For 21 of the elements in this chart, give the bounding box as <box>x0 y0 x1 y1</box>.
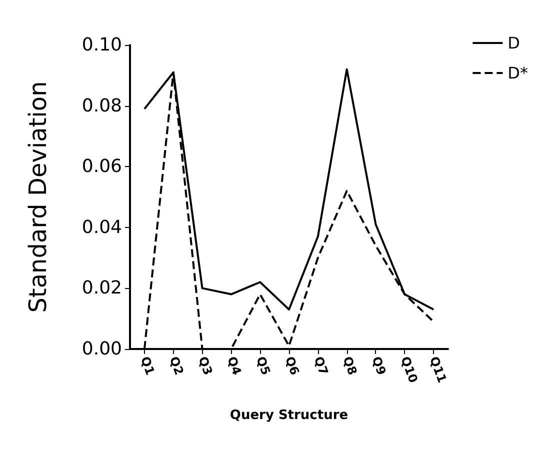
x-tick-label: Q6 <box>282 354 302 377</box>
x-tick-label: Q9 <box>369 354 389 377</box>
x-tick-label: Q4 <box>224 354 244 377</box>
legend-label: D <box>508 34 520 52</box>
y-tick-label: 0.02 <box>82 278 122 299</box>
x-tick-label: Q10 <box>398 354 420 385</box>
y-axis-title: Standard Deviation <box>24 81 52 313</box>
y-tick-label: 0.10 <box>82 34 122 56</box>
x-tick-label: Q8 <box>340 354 360 377</box>
x-tick-label: Q11 <box>426 354 450 385</box>
x-tick-label: Q2 <box>166 354 186 377</box>
legend-label: D* <box>508 64 528 82</box>
x-tick-label: Q5 <box>254 354 274 377</box>
y-tick-label: 0.00 <box>82 338 122 360</box>
y-tick-label: 0.08 <box>82 95 122 116</box>
y-tick-label: 0.04 <box>82 216 122 238</box>
x-axis-title: Query Structure <box>230 408 348 423</box>
x-tick-label: Q1 <box>138 354 158 377</box>
y-tick-label: 0.06 <box>82 156 122 178</box>
x-tick-label: Q7 <box>311 354 331 377</box>
x-tick-label: Q3 <box>196 354 216 377</box>
